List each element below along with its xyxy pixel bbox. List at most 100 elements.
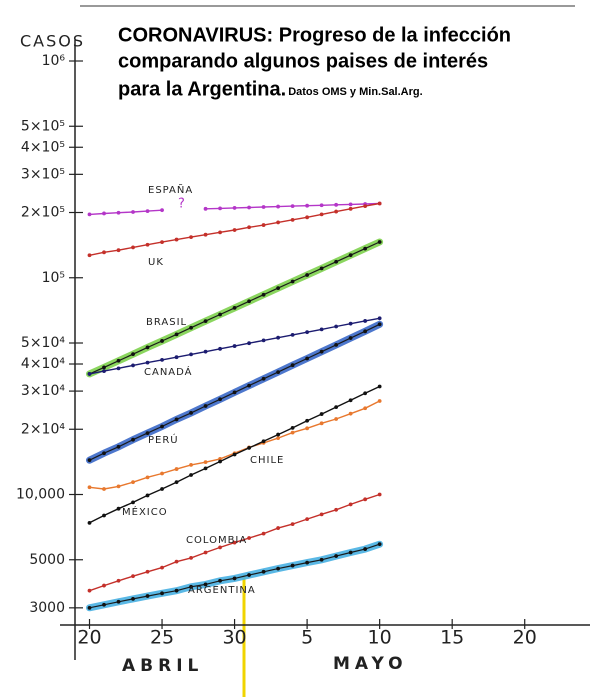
point xyxy=(116,210,121,215)
point xyxy=(116,358,121,363)
point xyxy=(218,230,222,235)
point xyxy=(145,242,150,247)
point xyxy=(276,220,280,225)
series-label: CANADÁ xyxy=(144,365,193,378)
point xyxy=(377,384,382,389)
point xyxy=(87,458,92,463)
point xyxy=(116,444,121,449)
point xyxy=(363,547,368,551)
point xyxy=(334,417,339,421)
point xyxy=(102,583,106,588)
point xyxy=(276,335,280,340)
y-tick-label: 3000 xyxy=(29,600,65,616)
point xyxy=(290,204,295,209)
point xyxy=(348,550,353,555)
point xyxy=(334,209,339,214)
y-tick-label: 5000 xyxy=(29,552,65,568)
point xyxy=(174,332,179,337)
point xyxy=(319,327,324,332)
point xyxy=(203,319,208,323)
point xyxy=(116,484,121,489)
point xyxy=(218,206,222,211)
point xyxy=(363,406,368,411)
point xyxy=(363,204,368,209)
point xyxy=(290,363,295,368)
point xyxy=(348,411,353,416)
point xyxy=(218,578,222,583)
point xyxy=(319,349,324,354)
point xyxy=(189,325,193,330)
point xyxy=(131,245,135,250)
point xyxy=(319,421,324,426)
point xyxy=(247,536,251,540)
series-label: ARGENTINA xyxy=(188,585,256,596)
point xyxy=(377,201,382,206)
point xyxy=(189,352,193,357)
point xyxy=(348,202,353,207)
point xyxy=(232,540,237,545)
y-tick-label: 4×10⁵ xyxy=(21,139,65,155)
point xyxy=(116,366,121,371)
point xyxy=(131,210,135,214)
point xyxy=(305,215,310,220)
month-label: ABRIL xyxy=(122,656,203,676)
point xyxy=(218,397,222,402)
point xyxy=(276,370,280,375)
point xyxy=(232,305,237,310)
point xyxy=(174,417,179,422)
y-tick-label: 10,000 xyxy=(16,487,65,503)
point xyxy=(290,217,295,222)
point xyxy=(160,591,164,596)
point xyxy=(261,569,266,574)
point xyxy=(218,346,222,351)
point xyxy=(334,343,339,347)
y-tick-label: 3×10⁴ xyxy=(21,383,65,399)
point xyxy=(261,338,266,343)
point xyxy=(131,363,135,368)
series-label: CHILE xyxy=(250,455,284,466)
point xyxy=(305,517,310,522)
point xyxy=(102,211,106,216)
point xyxy=(160,487,164,491)
point xyxy=(334,507,339,512)
point xyxy=(160,339,164,343)
point xyxy=(334,202,339,207)
x-tick-label: 25 xyxy=(150,627,174,649)
point xyxy=(145,360,150,365)
y-tick-label: 3×10⁵ xyxy=(21,166,65,182)
point xyxy=(232,206,237,210)
point xyxy=(232,344,237,348)
point xyxy=(363,391,368,396)
point xyxy=(261,292,266,297)
point xyxy=(203,550,208,555)
point xyxy=(203,404,208,408)
x-tick-label: 5 xyxy=(301,627,313,649)
point xyxy=(290,563,295,568)
point xyxy=(247,341,251,346)
point xyxy=(102,369,106,373)
point xyxy=(174,588,179,593)
point xyxy=(189,235,193,240)
annotation: ? xyxy=(178,197,185,212)
point xyxy=(160,424,164,429)
x-tick-label: 10 xyxy=(368,627,392,649)
point xyxy=(276,526,280,530)
point xyxy=(319,512,324,517)
point xyxy=(87,253,92,258)
point xyxy=(145,345,150,350)
point xyxy=(305,273,310,277)
point xyxy=(145,475,150,480)
point xyxy=(131,437,135,442)
point xyxy=(305,560,310,565)
series-label: BRASIL xyxy=(146,317,187,328)
point xyxy=(377,316,382,321)
point xyxy=(160,357,164,362)
point xyxy=(247,299,251,304)
point xyxy=(189,584,193,589)
point xyxy=(276,436,280,441)
point xyxy=(87,212,92,217)
point xyxy=(363,319,368,323)
point xyxy=(348,398,353,403)
point xyxy=(377,542,382,547)
point xyxy=(363,329,368,334)
